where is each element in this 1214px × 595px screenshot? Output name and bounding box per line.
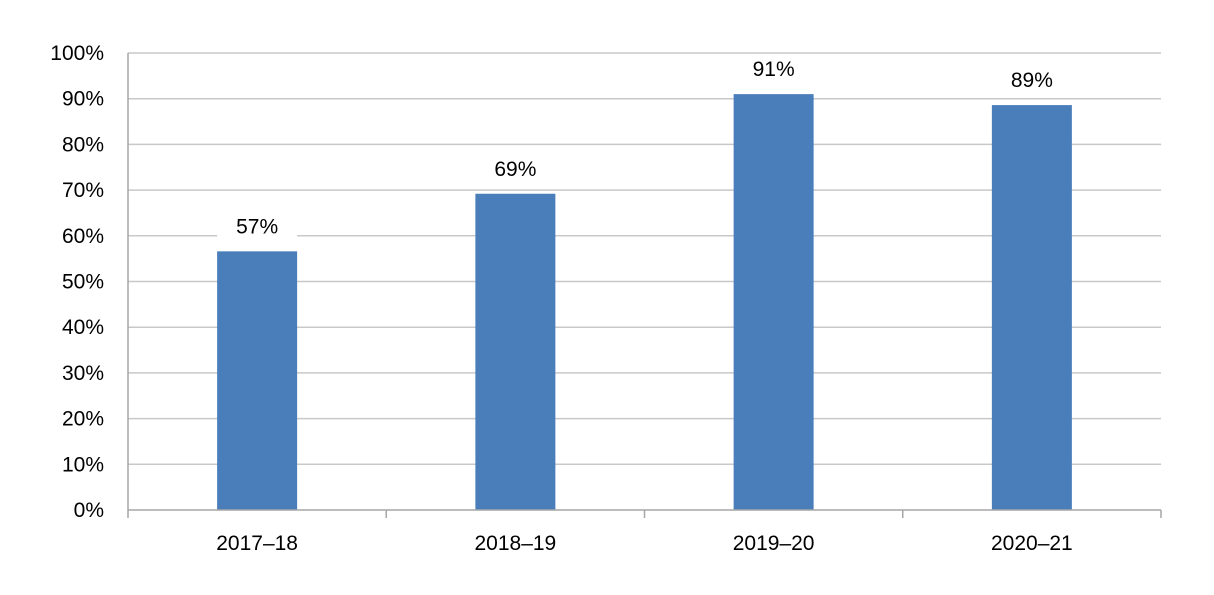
x-tick-label: 2020–21 — [991, 532, 1073, 555]
y-tick-label: 70% — [62, 179, 104, 202]
y-tick-label: 0% — [74, 499, 104, 522]
data-label-background — [991, 65, 1072, 96]
bar — [733, 94, 814, 510]
bar — [991, 105, 1072, 511]
data-label: 91% — [753, 58, 795, 81]
x-tick-label: 2018–19 — [474, 532, 556, 555]
data-label: 89% — [1011, 69, 1053, 92]
y-tick-label: 100% — [50, 42, 104, 65]
y-tick-label: 10% — [62, 453, 104, 476]
data-label-background — [217, 211, 298, 242]
y-tick-label: 50% — [62, 271, 104, 294]
x-tick-label: 2017–18 — [216, 532, 298, 555]
bar — [475, 193, 556, 511]
data-label: 57% — [236, 215, 278, 238]
y-tick-label: 60% — [62, 225, 104, 248]
y-tick-label: 90% — [62, 88, 104, 111]
y-tick-label: 20% — [62, 408, 104, 431]
x-tick-label: 2019–20 — [733, 532, 815, 555]
bars — [217, 94, 1072, 511]
data-label-background — [733, 54, 814, 85]
axes: 0% 10% 20% 30% 40% 50% 60% 70% 80% 90% 100% 2017–18… — [50, 42, 1162, 555]
data-label: 69% — [494, 158, 536, 181]
bar — [217, 251, 298, 510]
data-labels: 57% 69% 91% 89% — [217, 54, 1072, 242]
y-tick-label: 80% — [62, 133, 104, 156]
y-tick-label: 30% — [62, 362, 104, 385]
gridlines — [128, 52, 1161, 466]
data-label-background — [475, 153, 556, 184]
y-tick-label: 40% — [62, 316, 104, 339]
